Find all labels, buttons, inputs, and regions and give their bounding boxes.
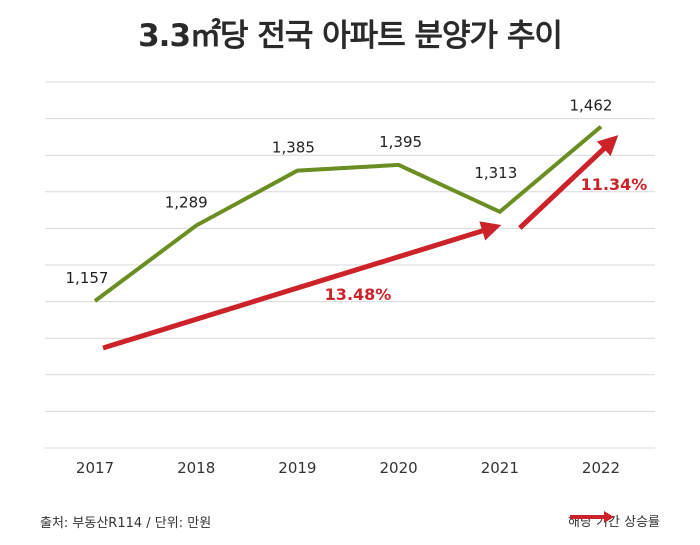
data-label: 1,385 xyxy=(272,139,315,157)
data-label: 1,313 xyxy=(474,164,517,182)
growth-arrow xyxy=(102,221,502,351)
source-note: 출처: 부동산R114 / 단위: 만원 xyxy=(40,516,212,531)
series-line xyxy=(93,125,603,303)
data-labels: 1,157 1,289 1,385 1,395 1,313 1,462 xyxy=(66,97,613,287)
x-tick-label: 2019 xyxy=(278,459,316,477)
x-axis-labels: 2017 2018 2019 2020 2021 2022 xyxy=(76,459,620,477)
growth-arrows: 13.48% 11.34% xyxy=(102,135,648,351)
growth-arrow xyxy=(518,135,619,230)
x-tick-label: 2017 xyxy=(76,459,114,477)
data-label: 1,395 xyxy=(379,133,422,151)
growth-rate-label: 13.48% xyxy=(325,285,392,304)
data-label: 1,289 xyxy=(165,194,208,212)
chart-title: 3.3㎡당 전국 아파트 분양가 추이 xyxy=(138,18,563,54)
x-tick-label: 2022 xyxy=(582,459,620,477)
legend: 해당 기간 상승률 xyxy=(568,511,660,530)
x-tick-label: 2018 xyxy=(177,459,215,477)
data-label: 1,462 xyxy=(570,97,613,115)
x-tick-label: 2020 xyxy=(380,459,418,477)
grid-lines xyxy=(45,81,655,449)
growth-rate-label: 11.34% xyxy=(581,175,648,194)
legend-arrow-icon xyxy=(570,511,614,523)
x-tick-label: 2021 xyxy=(481,459,519,477)
data-label: 1,157 xyxy=(66,269,109,287)
data-series xyxy=(93,125,603,303)
